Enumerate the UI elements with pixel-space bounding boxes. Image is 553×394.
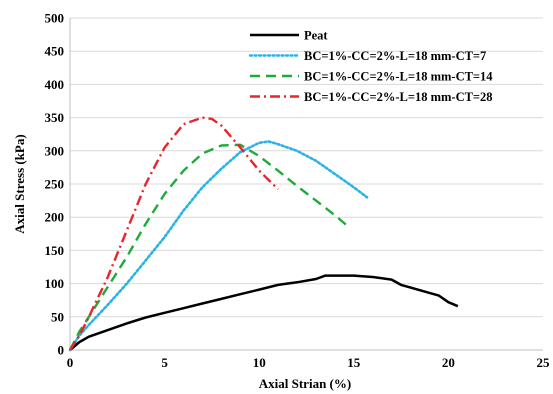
series-lines	[68, 116, 459, 352]
x-tick-label-0: 0	[67, 355, 74, 370]
axes	[69, 18, 543, 351]
x-axis-title: Axial Strian (%)	[259, 376, 351, 391]
y-tick-label-450: 450	[45, 44, 65, 59]
series-line-2	[68, 140, 369, 352]
x-tick-label-25: 25	[537, 355, 551, 370]
x-tick-labels: 0 5 10 15 20 25	[67, 355, 550, 370]
legend-label-1: Peat	[304, 29, 328, 43]
y-tick-label-200: 200	[45, 210, 65, 225]
legend-label-3: BC=1%-CC=2%-L=18 mm-CT=14	[304, 70, 493, 84]
y-tick-label-400: 400	[45, 77, 65, 92]
legend: Peat BC=1%-CC=2%-L=18 mm-CT=7 BC=1%-CC=2%-…	[248, 29, 493, 104]
gridlines	[70, 17, 543, 318]
series-line-1	[69, 274, 459, 351]
y-tick-labels: 0 50 100 150 200 250 300 350 400 450 500	[45, 11, 65, 358]
x-tick-label-5: 5	[161, 355, 168, 370]
y-tick-label-300: 300	[45, 143, 65, 158]
legend-label-4: BC=1%-CC=2%-L=18 mm-CT=28	[304, 90, 493, 104]
y-axis-title: Axial Stress (kPa)	[12, 134, 27, 233]
y-tick-label-150: 150	[45, 243, 65, 258]
x-tick-label-15: 15	[347, 355, 361, 370]
y-tick-label-500: 500	[45, 11, 65, 26]
x-tick-label-10: 10	[253, 355, 266, 370]
y-tick-label-350: 350	[45, 110, 65, 125]
y-tick-label-0: 0	[58, 343, 65, 358]
y-tick-label-50: 50	[51, 309, 64, 324]
series-line-3	[68, 143, 349, 351]
series-line-4	[68, 116, 279, 351]
x-tick-label-20: 20	[442, 355, 455, 370]
legend-label-2: BC=1%-CC=2%-L=18 mm-CT=7	[304, 49, 486, 63]
y-tick-label-100: 100	[45, 276, 65, 291]
y-tick-label-250: 250	[45, 177, 65, 192]
